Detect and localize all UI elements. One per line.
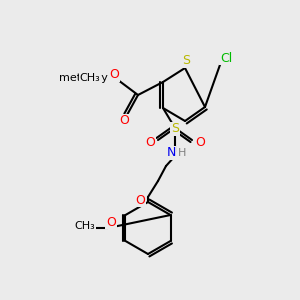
- Text: N: N: [166, 146, 176, 160]
- Text: O: O: [135, 194, 145, 206]
- Text: O: O: [109, 68, 119, 82]
- Text: Cl: Cl: [220, 52, 232, 64]
- Text: O: O: [106, 215, 116, 229]
- Text: methoxy: methoxy: [58, 73, 107, 83]
- Text: S: S: [182, 55, 190, 68]
- Text: CH₃: CH₃: [75, 221, 95, 231]
- Text: H: H: [178, 148, 186, 158]
- Text: CH₃: CH₃: [80, 73, 100, 83]
- Text: O: O: [145, 136, 155, 148]
- Text: O: O: [195, 136, 205, 148]
- Text: S: S: [171, 122, 179, 136]
- Text: O: O: [119, 115, 129, 128]
